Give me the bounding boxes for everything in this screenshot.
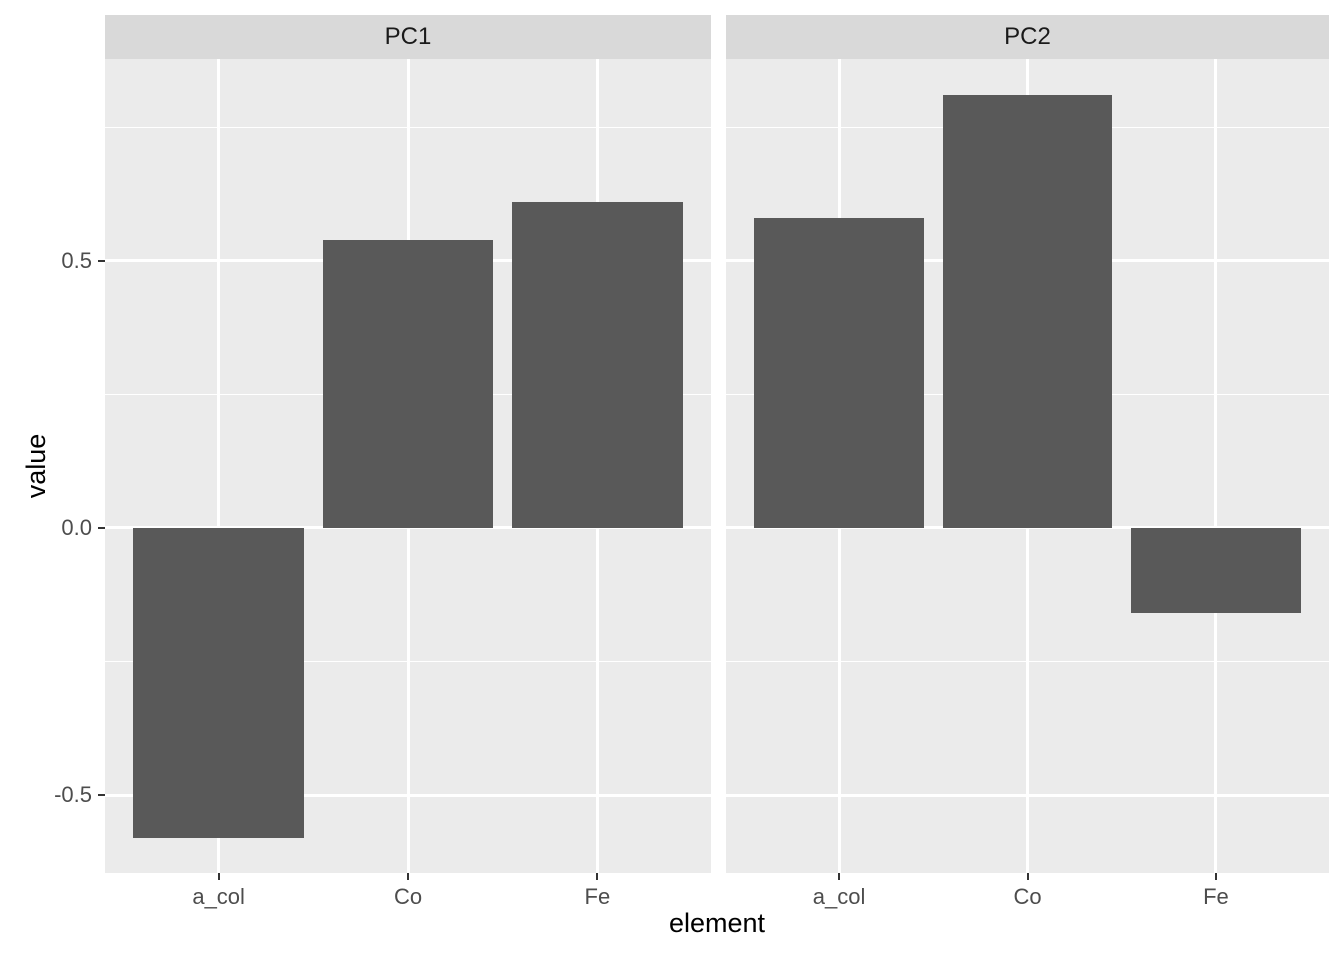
facet-panel-pc2	[726, 59, 1329, 873]
y-axis-tick	[98, 526, 105, 529]
x-tick-label: a_col	[812, 884, 866, 909]
x-tick-label: Co	[393, 884, 423, 909]
gridline-major-vertical	[1214, 59, 1218, 873]
y-axis-tick	[98, 794, 105, 797]
y-tick-label: 0.5	[61, 247, 92, 273]
bar-pc2-a_col	[754, 218, 924, 528]
x-axis-tick	[1026, 873, 1029, 880]
x-axis-tick	[596, 873, 599, 880]
facet-strip-label: PC2	[1004, 23, 1051, 50]
y-axis-title: value	[21, 433, 51, 499]
x-tick-label: a_col	[192, 884, 245, 909]
x-axis-tick	[217, 873, 220, 880]
x-axis-tick	[838, 873, 841, 880]
bar-pc1-a_col	[133, 527, 304, 838]
x-axis-tick	[1214, 873, 1217, 880]
bar-pc1-co	[322, 239, 494, 528]
x-axis-title: element	[668, 908, 766, 938]
facet-panel-pc1	[105, 59, 711, 873]
y-tick-label: 0.0	[61, 514, 92, 540]
x-tick-label: Fe	[1203, 884, 1229, 909]
gridline-major-vertical	[217, 59, 221, 873]
facet-strip-pc1: PC1	[105, 15, 711, 59]
facet-strip-pc2: PC2	[726, 15, 1329, 59]
y-tick-label: -0.5	[54, 782, 92, 808]
bar-pc2-fe	[1131, 527, 1301, 614]
x-tick-label: Fe	[584, 884, 611, 909]
facet-strip-label: PC1	[384, 23, 432, 50]
x-tick-label: Co	[1013, 884, 1042, 909]
y-axis-tick	[98, 259, 105, 262]
bar-pc2-co	[942, 95, 1113, 528]
x-axis-tick	[407, 873, 409, 880]
bar-pc1-fe	[512, 202, 683, 528]
